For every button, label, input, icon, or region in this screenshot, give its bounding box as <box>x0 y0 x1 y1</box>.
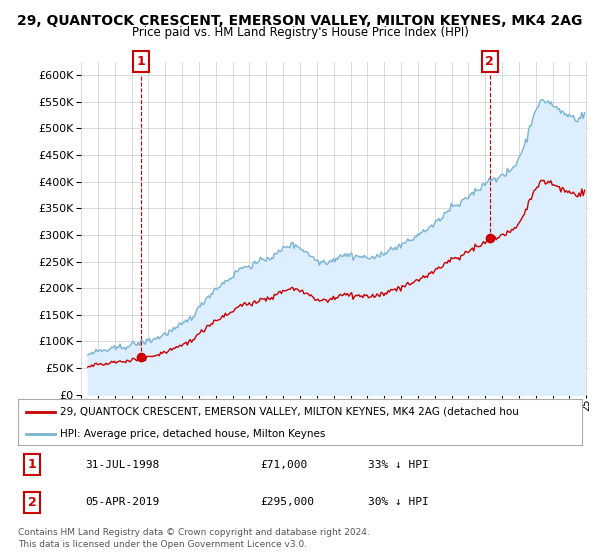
Text: 1: 1 <box>137 55 146 68</box>
Text: 2: 2 <box>28 496 37 509</box>
Text: 30% ↓ HPI: 30% ↓ HPI <box>368 497 428 507</box>
Text: 29, QUANTOCK CRESCENT, EMERSON VALLEY, MILTON KEYNES, MK4 2AG (detached hou: 29, QUANTOCK CRESCENT, EMERSON VALLEY, M… <box>60 407 519 417</box>
Text: 33% ↓ HPI: 33% ↓ HPI <box>368 460 428 470</box>
Text: Price paid vs. HM Land Registry's House Price Index (HPI): Price paid vs. HM Land Registry's House … <box>131 26 469 39</box>
Text: 05-APR-2019: 05-APR-2019 <box>86 497 160 507</box>
Text: £295,000: £295,000 <box>260 497 314 507</box>
Text: HPI: Average price, detached house, Milton Keynes: HPI: Average price, detached house, Milt… <box>60 429 326 438</box>
Text: £71,000: £71,000 <box>260 460 308 470</box>
Text: 31-JUL-1998: 31-JUL-1998 <box>86 460 160 470</box>
Text: 1: 1 <box>28 458 37 471</box>
Text: Contains HM Land Registry data © Crown copyright and database right 2024.: Contains HM Land Registry data © Crown c… <box>18 528 370 536</box>
Text: 2: 2 <box>485 55 494 68</box>
Text: 29, QUANTOCK CRESCENT, EMERSON VALLEY, MILTON KEYNES, MK4 2AG: 29, QUANTOCK CRESCENT, EMERSON VALLEY, M… <box>17 14 583 28</box>
Text: This data is licensed under the Open Government Licence v3.0.: This data is licensed under the Open Gov… <box>18 540 307 549</box>
